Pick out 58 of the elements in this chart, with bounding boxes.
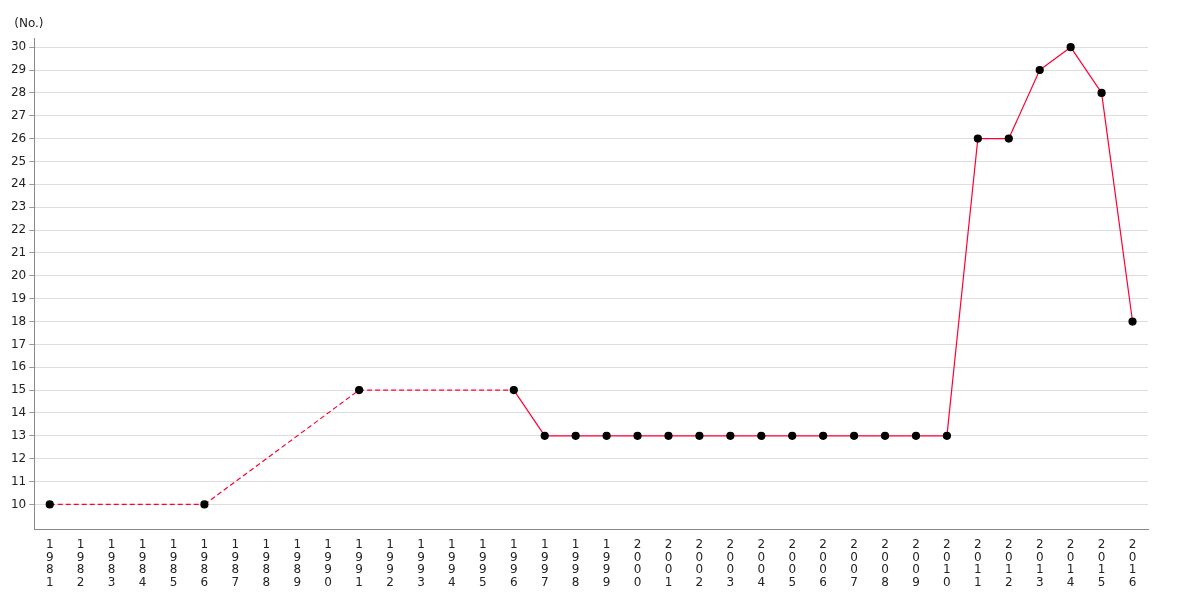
x-tick-label: 2014 — [1066, 537, 1075, 589]
x-tick-label: 2012 — [1004, 537, 1013, 589]
y-tick-label: 18 — [10, 313, 27, 328]
x-tick-label: 1995 — [479, 537, 487, 589]
x-tick-label: 2005 — [788, 537, 797, 589]
x-tick-label: 1989 — [293, 537, 302, 589]
x-tick-label: 1991 — [355, 537, 363, 589]
y-tick-label: 25 — [10, 153, 27, 168]
x-tick-label: 1983 — [107, 537, 116, 589]
x-tick-label: 2001 — [664, 537, 673, 589]
x-tick-label: 1994 — [448, 537, 456, 589]
x-tick-label: 1996 — [509, 537, 518, 589]
y-tick-label: 29 — [10, 62, 27, 77]
x-tick-label: 2000 — [633, 537, 642, 589]
y-axis-title: (No.) — [14, 16, 44, 31]
y-tick-label: 21 — [10, 245, 27, 260]
x-tick-label: 1993 — [417, 537, 425, 589]
x-tick-label: 1990 — [324, 537, 332, 589]
x-tick-label: 2006 — [819, 537, 827, 589]
y-tick-label: 16 — [10, 359, 27, 374]
y-tick-label: 20 — [10, 267, 27, 282]
y-tick-label: 13 — [10, 427, 27, 442]
x-tick-label: 1986 — [200, 537, 209, 589]
x-tick-label: 2010 — [943, 537, 951, 589]
x-tick-label: 2015 — [1097, 537, 1106, 589]
y-tick-label: 24 — [10, 176, 27, 191]
y-tick-label: 26 — [10, 130, 27, 145]
y-tick-label: 11 — [10, 473, 27, 488]
y-tick-label: 19 — [10, 290, 27, 305]
x-tick-label: 1999 — [602, 537, 611, 589]
y-tick-label: 12 — [10, 450, 27, 465]
x-tick-label: 1981 — [45, 537, 54, 589]
x-tick-label: 2008 — [881, 537, 889, 589]
x-tick-label: 2007 — [850, 537, 858, 589]
x-tick-label: 2002 — [695, 537, 704, 589]
y-tick-label: 22 — [10, 222, 27, 237]
x-tick-label: 1985 — [169, 537, 178, 589]
x-tick-label: 1997 — [540, 537, 549, 589]
y-tick-label: 17 — [10, 336, 27, 351]
y-tick-label: 15 — [10, 382, 27, 397]
x-tick-label: 2011 — [974, 537, 982, 589]
x-tick-label: 2003 — [726, 537, 735, 589]
x-tick-label: 2009 — [912, 537, 920, 589]
x-tick-label: 2016 — [1128, 537, 1137, 589]
x-tick-label: 1987 — [231, 537, 240, 589]
y-tick-label: 28 — [10, 85, 27, 99]
x-tick-label: 2013 — [1035, 537, 1044, 589]
y-tick-label: 10 — [10, 496, 27, 511]
y-tick-label: 30 — [10, 39, 27, 54]
x-tick-label: 1984 — [138, 537, 147, 589]
y-tick-label: 27 — [10, 107, 27, 122]
x-tick-label: 2004 — [757, 537, 766, 589]
x-tick-label: 1992 — [386, 537, 394, 589]
x-tick-label: 1988 — [262, 537, 271, 589]
x-tick-label: 1982 — [76, 537, 85, 589]
y-tick-label: 23 — [10, 199, 27, 214]
y-tick-label: 14 — [10, 405, 27, 420]
x-tick-label: 1998 — [571, 537, 580, 589]
